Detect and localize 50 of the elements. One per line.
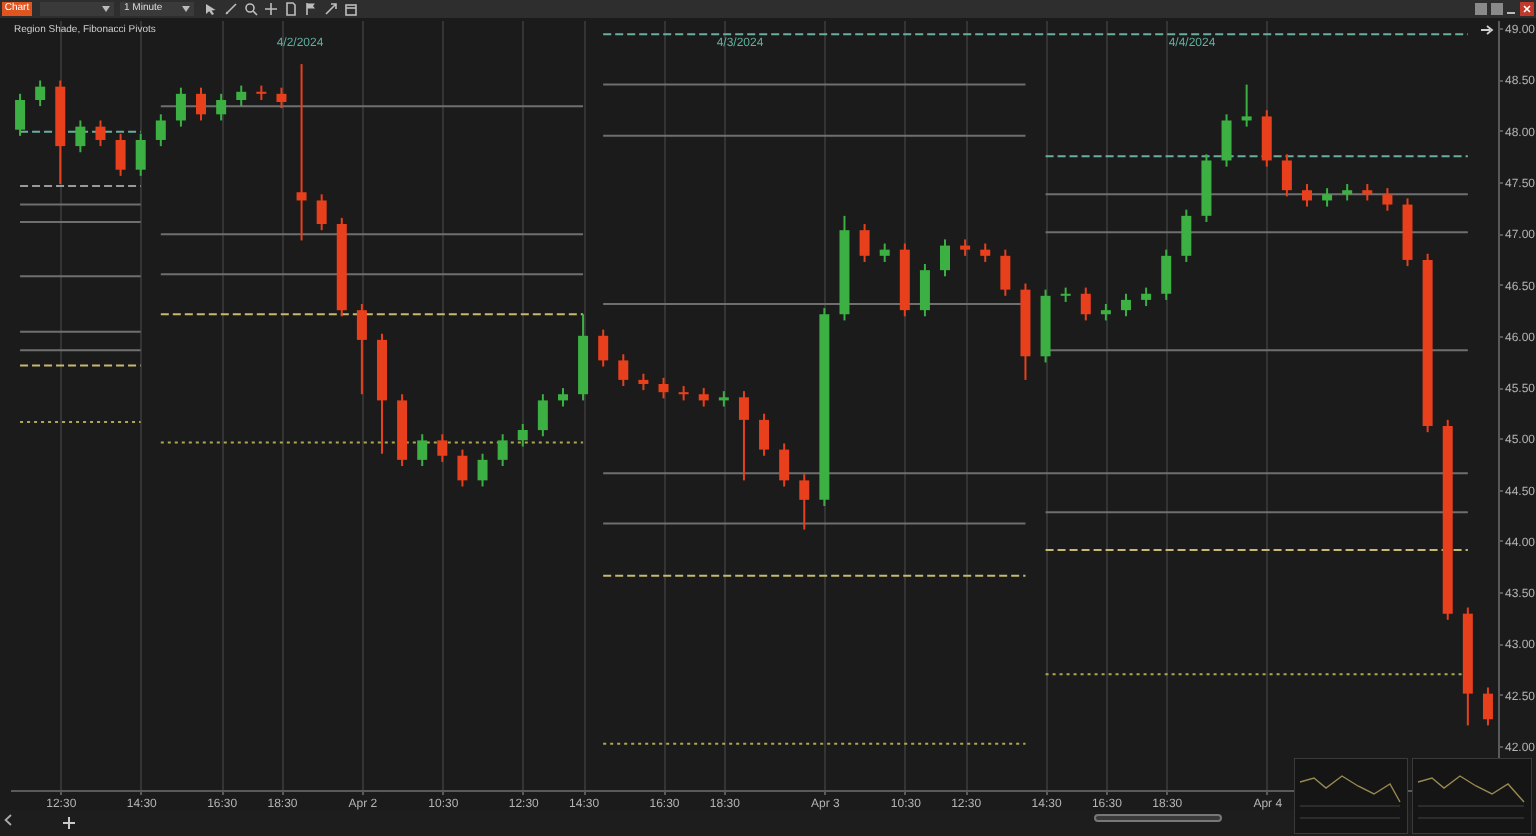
candlestick [75, 119, 86, 154]
candlestick [457, 448, 468, 488]
candlestick [316, 193, 327, 232]
candlestick [859, 223, 870, 263]
candlestick [115, 132, 126, 177]
candlestick [618, 353, 629, 388]
candlestick [779, 442, 790, 488]
candlestick [980, 242, 991, 263]
candlestick [236, 84, 247, 108]
candlestick [658, 376, 669, 400]
candlestick [276, 86, 287, 110]
candlestick [497, 433, 508, 468]
candlestick [940, 238, 951, 278]
candlestick [477, 452, 488, 488]
candlestick [1281, 153, 1292, 198]
candlestick [1382, 187, 1393, 212]
candlestick [1141, 286, 1152, 308]
candlestick [1482, 686, 1493, 727]
candlestick [537, 393, 548, 438]
candlestick [919, 263, 930, 318]
candlestick [35, 79, 46, 108]
candlestick [557, 387, 568, 408]
candlestick [216, 92, 227, 122]
candlestick [15, 92, 26, 137]
candlestick [1301, 183, 1312, 208]
candlestick [1000, 248, 1011, 297]
candlestick [1221, 113, 1232, 168]
candlestick [799, 473, 810, 531]
candlestick [1080, 286, 1091, 322]
candlestick [196, 86, 207, 122]
candlestick [598, 328, 609, 368]
candlestick [1181, 208, 1192, 263]
candlestick [738, 390, 749, 482]
candlestick [879, 242, 890, 263]
candlestick [759, 412, 770, 457]
candlestick [356, 303, 367, 396]
candlestick [95, 119, 106, 148]
candlestick [698, 387, 709, 408]
candlestick [1241, 83, 1252, 128]
candlestick [296, 63, 307, 242]
candlestick [155, 113, 166, 148]
candlestick [175, 86, 186, 128]
candlestick [1261, 109, 1272, 168]
candlestick [517, 422, 528, 448]
candlestick [417, 433, 428, 468]
candlestick [1121, 292, 1131, 318]
candlestick [1322, 187, 1333, 208]
candlestick [437, 433, 448, 463]
candlestick [135, 132, 146, 177]
candlestick [1161, 248, 1172, 301]
